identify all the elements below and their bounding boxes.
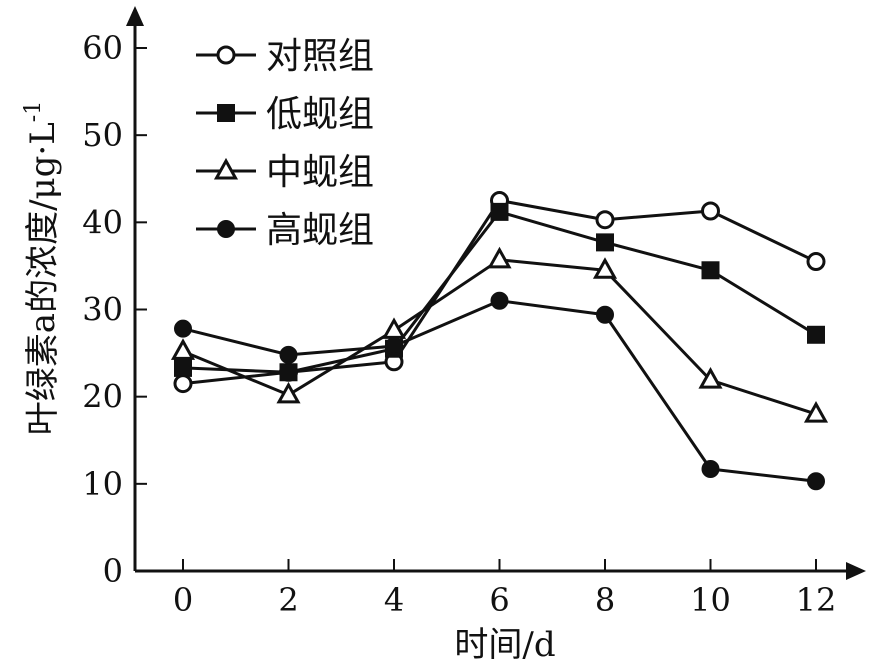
data-point: [385, 337, 403, 356]
x-tick-label: 2: [278, 581, 298, 619]
data-point: [701, 201, 720, 221]
data-point: [279, 363, 298, 382]
series-4: [174, 291, 825, 491]
data-point: [698, 367, 723, 389]
data-point: [807, 472, 825, 491]
x-tick-label: 10: [690, 581, 731, 619]
legend-item: 低蚬组: [196, 94, 374, 135]
axes: [126, 6, 866, 580]
data-point: [701, 261, 720, 280]
legend-label: 高蚬组: [266, 210, 374, 251]
data-point: [490, 202, 509, 221]
data-point: [592, 257, 618, 279]
legend-item: 高蚬组: [196, 210, 374, 251]
y-tick-label: 60: [82, 29, 123, 67]
data-point: [381, 317, 407, 339]
series-line: [182, 258, 817, 416]
x-tick-label: 0: [173, 581, 193, 619]
data-point: [170, 338, 196, 360]
y-axis-arrow: [126, 6, 144, 26]
legend-label: 对照组: [266, 36, 374, 77]
legend-label: 低蚬组: [266, 94, 374, 135]
y-axis-title-group: 叶绿素a的浓度/μg·L-1: [21, 101, 63, 435]
y-tick-label: 50: [82, 116, 123, 154]
data-point: [276, 381, 301, 404]
x-tick-label: 6: [489, 581, 509, 619]
data-point: [806, 252, 826, 272]
series-2: [174, 202, 825, 382]
data-point: [701, 460, 720, 479]
data-point: [173, 374, 193, 394]
data-point: [487, 246, 512, 269]
data-point: [174, 319, 192, 338]
data-point: [596, 305, 614, 324]
data-point: [803, 401, 829, 423]
y-tick-label: 10: [82, 465, 123, 503]
legend-marker: [216, 45, 236, 65]
x-axis-arrow: [846, 562, 866, 580]
data-point: [490, 291, 509, 310]
data-point: [596, 233, 614, 252]
legend-marker: [217, 220, 235, 238]
data-point: [595, 210, 615, 230]
y-tick-label: 0: [103, 552, 123, 590]
legend-marker: [213, 157, 239, 180]
data-point: [807, 325, 825, 344]
series-3: [170, 246, 829, 423]
x-tick-label: 8: [595, 581, 615, 619]
y-tick-label: 30: [82, 291, 123, 329]
legend-item: 中蚬组: [196, 152, 374, 193]
legend-label: 中蚬组: [266, 152, 374, 193]
legend-item: 对照组: [196, 36, 374, 77]
x-ticks: 0 2 4 6 8 10 12: [173, 559, 837, 619]
x-axis-title: 时间/d: [454, 625, 555, 665]
y-ticks: 0 10 20 30 40 50 60: [82, 29, 147, 590]
y-axis-title-main: 叶绿素a的浓度/μg·L: [23, 122, 63, 435]
x-tick-label: 12: [796, 581, 837, 619]
data-point: [174, 358, 192, 377]
y-tick-label: 40: [82, 203, 123, 241]
series-layer: [170, 191, 829, 491]
y-axis-title: 叶绿素a的浓度/μg·L-1: [21, 101, 63, 435]
x-tick-label: 4: [384, 581, 404, 619]
y-tick-label: 20: [82, 378, 123, 416]
y-axis-title-superscript: -1: [21, 101, 46, 122]
legend-marker: [217, 104, 235, 122]
data-point: [279, 345, 298, 364]
